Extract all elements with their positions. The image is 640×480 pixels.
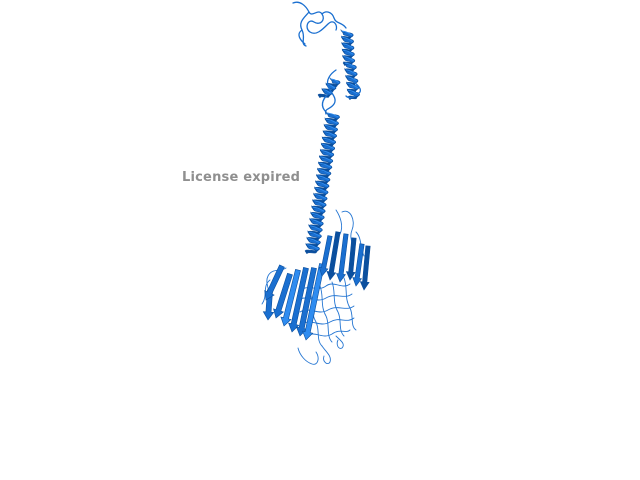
upper-helix-a-highlight xyxy=(342,36,353,43)
upper-helix-a-highlight xyxy=(341,30,353,36)
central-helix-highlight xyxy=(319,162,332,168)
upper-helix-c-highlight xyxy=(322,89,332,94)
upper-helix-b-highlight xyxy=(344,62,356,68)
central-helix-highlight xyxy=(317,175,330,181)
front-beta-strand xyxy=(280,269,301,327)
central-helix-highlight xyxy=(307,237,320,244)
back-beta-strand xyxy=(352,243,365,287)
upper-helix-b-highlight xyxy=(347,82,359,89)
upper-helix-a-highlight xyxy=(343,56,355,62)
upper-helix-a-highlight xyxy=(342,43,354,49)
central-helix-highlight xyxy=(322,143,334,149)
central-helix-coil-back xyxy=(304,248,320,255)
central-helix-highlight xyxy=(321,150,334,156)
upper-helix-b-highlight xyxy=(346,76,358,82)
central-helix-highlight xyxy=(314,194,327,200)
n-terminal-loops xyxy=(292,1,347,47)
central-helix-highlight xyxy=(320,156,333,162)
central-helix-highlight xyxy=(310,219,323,225)
upper-helix-c-highlight xyxy=(330,78,340,84)
central-helix-highlight xyxy=(309,225,322,231)
central-helix xyxy=(304,111,340,255)
upper-helix xyxy=(317,29,360,101)
central-helix-highlight xyxy=(308,231,321,237)
upper-helix-b-highlight xyxy=(345,69,357,75)
upper-helix-a-highlight xyxy=(343,49,354,55)
central-helix-highlight xyxy=(306,244,319,250)
back-beta-strand xyxy=(359,245,371,291)
back-beta-strand xyxy=(345,237,357,281)
back-beta-strand xyxy=(326,231,341,281)
central-helix-highlight xyxy=(323,137,335,143)
central-helix-highlight xyxy=(325,118,338,124)
central-helix-highlight xyxy=(313,200,326,206)
front-beta-strand xyxy=(264,264,285,301)
back-beta-strand xyxy=(336,233,349,283)
front-beta-strand xyxy=(273,272,293,319)
central-helix-highlight xyxy=(312,206,325,212)
central-helix-highlight xyxy=(316,181,329,187)
beta-barrel xyxy=(261,209,371,365)
upper-helix-c-coil-back xyxy=(317,92,333,99)
front-beta-strand xyxy=(288,267,309,333)
central-helix-highlight xyxy=(318,168,331,175)
central-helix-highlight xyxy=(311,212,324,218)
connector-loops xyxy=(321,69,362,115)
license-watermark: License expired xyxy=(182,170,301,185)
central-helix-highlight xyxy=(325,125,337,131)
central-helix-highlight xyxy=(326,112,339,118)
central-helix-highlight xyxy=(324,131,336,137)
back-beta-strand xyxy=(318,235,333,277)
central-helix-highlight xyxy=(315,187,328,193)
